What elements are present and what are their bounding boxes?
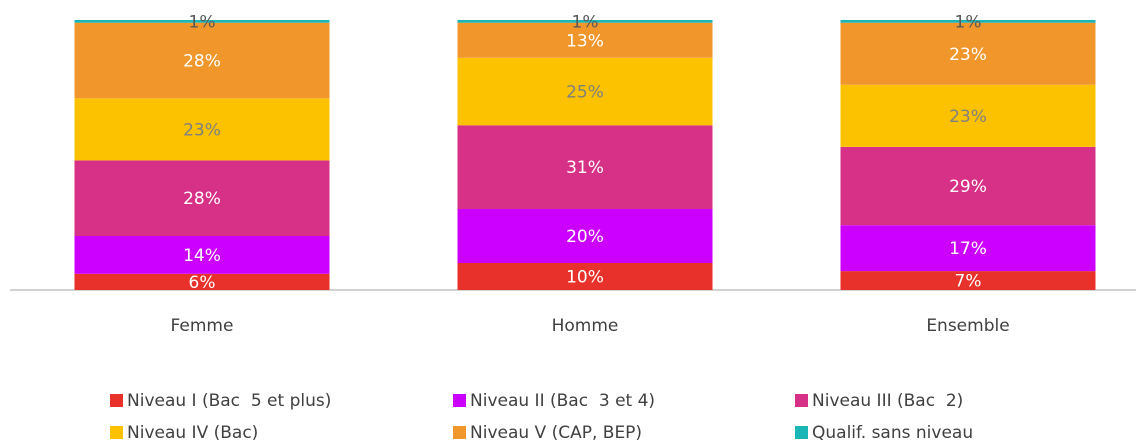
data-label: 23% — [183, 120, 221, 140]
bar-segment — [74, 22, 330, 99]
legend-swatch — [110, 426, 123, 439]
bar-segment — [457, 209, 713, 263]
x-tick-label: Ensemble — [926, 316, 1009, 336]
data-label: 31% — [566, 158, 604, 178]
bar-segment — [74, 273, 330, 290]
x-tick-label: Homme — [552, 316, 619, 336]
data-label: 7% — [955, 272, 982, 292]
data-label: 14% — [183, 246, 221, 266]
bar-segment — [840, 146, 1096, 226]
bar-segment — [457, 125, 713, 209]
data-label: 13% — [566, 31, 604, 51]
bar-segment — [840, 20, 1096, 23]
bar-segment — [840, 22, 1096, 85]
bar-segment — [74, 236, 330, 274]
legend-swatch — [453, 426, 466, 439]
data-label: 25% — [566, 83, 604, 103]
bar-segment — [840, 225, 1096, 272]
data-label: 28% — [183, 52, 221, 72]
legend-label: Niveau IV (Bac) — [127, 423, 258, 443]
data-label: 17% — [949, 239, 987, 259]
bar-segment — [457, 22, 713, 58]
data-label: 23% — [949, 107, 987, 127]
legend-swatch — [453, 394, 466, 407]
legend-label: Qualif. sans niveau — [812, 423, 973, 443]
data-label: 1% — [572, 12, 599, 32]
data-label: 10% — [566, 268, 604, 288]
data-label: 1% — [955, 12, 982, 32]
legend-label: Niveau II (Bac 3 et 4) — [470, 391, 655, 411]
legend-swatch — [110, 394, 123, 407]
bar-segment — [457, 263, 713, 290]
data-label: 1% — [189, 12, 216, 32]
legend-label: Niveau III (Bac 2) — [812, 391, 963, 411]
bar-segment — [457, 57, 713, 126]
bar-segment — [457, 20, 713, 23]
bar-segment — [74, 98, 330, 161]
bar-segment — [74, 160, 330, 236]
data-label: 28% — [183, 189, 221, 209]
data-label: 29% — [949, 177, 987, 197]
bar-segment — [74, 20, 330, 23]
x-tick-label: Femme — [171, 316, 234, 336]
legend-label: Niveau V (CAP, BEP) — [470, 423, 642, 443]
bar-segment — [840, 84, 1096, 147]
data-label: 6% — [189, 273, 216, 293]
data-label: 23% — [949, 45, 987, 65]
bar-segment — [840, 271, 1096, 290]
legend-label: Niveau I (Bac 5 et plus) — [127, 391, 331, 411]
legend-swatch — [795, 394, 808, 407]
data-label: 20% — [566, 227, 604, 247]
legend-swatch — [795, 426, 808, 439]
